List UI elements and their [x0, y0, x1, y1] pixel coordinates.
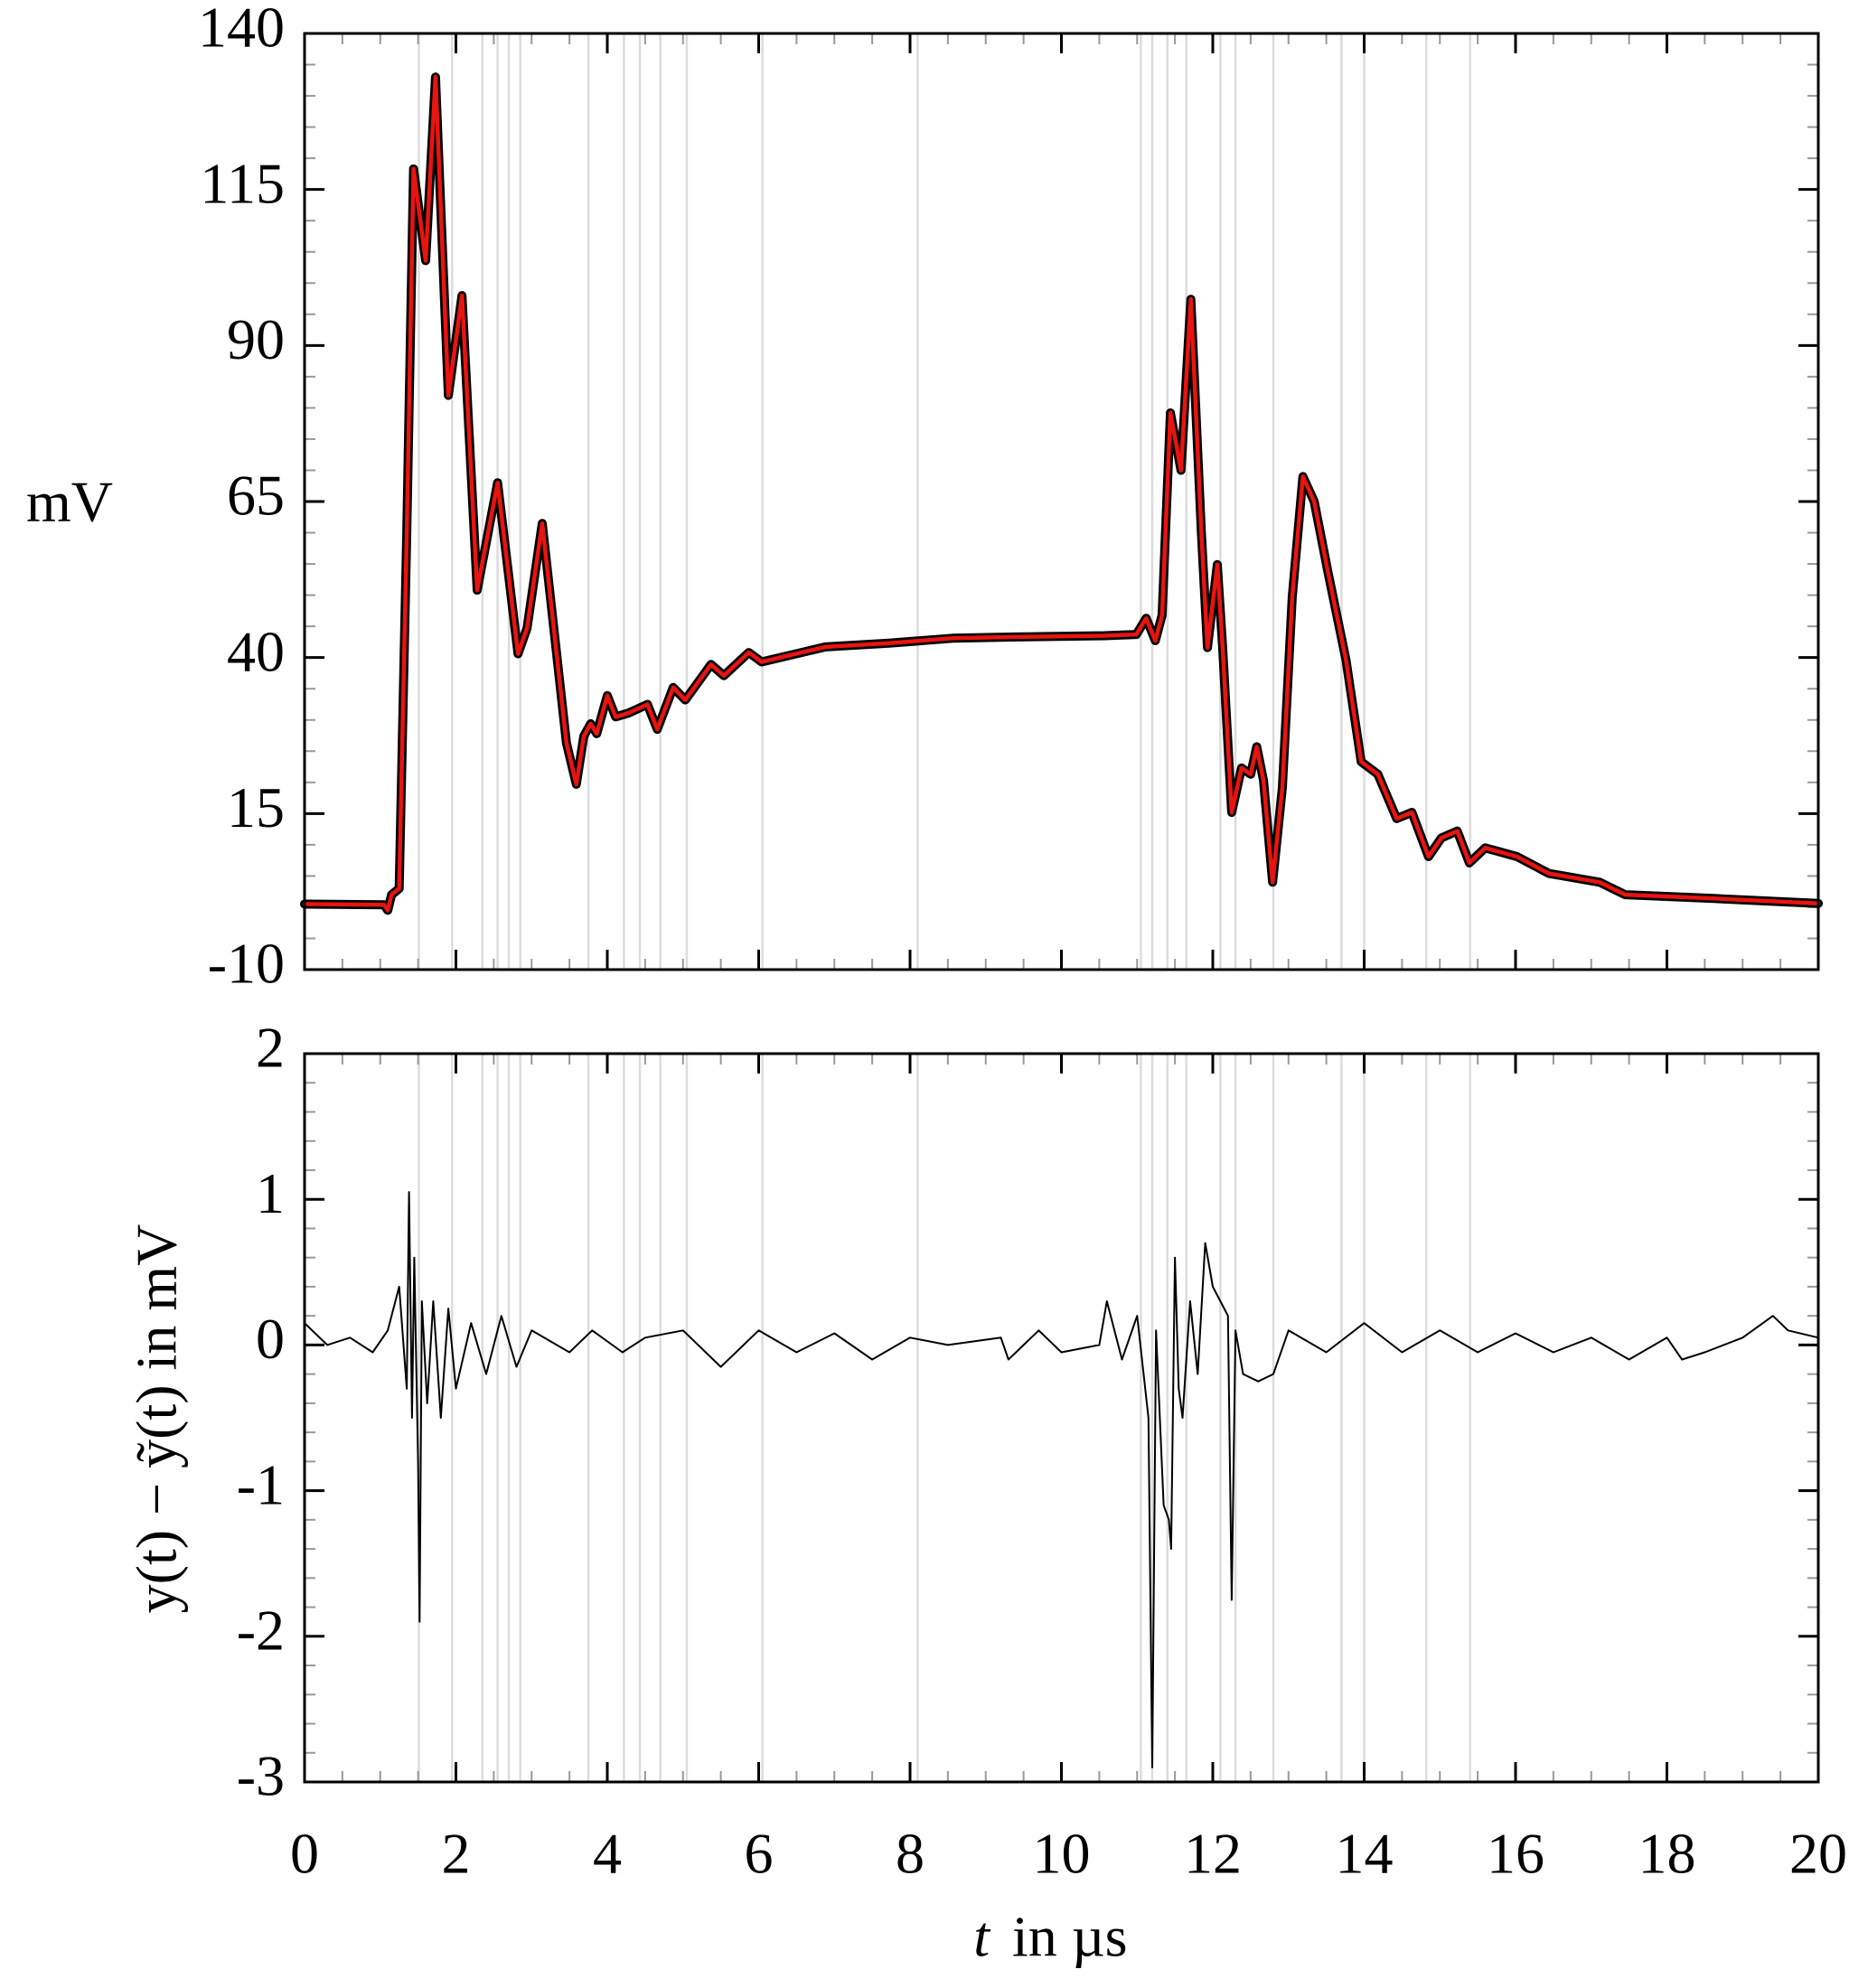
y-tick-label: -10 — [208, 932, 285, 996]
x-tick-label: 8 — [896, 1822, 925, 1886]
x-tick-label: 14 — [1336, 1822, 1394, 1886]
x-tick-label: 0 — [290, 1822, 319, 1886]
y-tick-label: 0 — [256, 1307, 285, 1371]
x-axis-label-variable: t — [973, 1905, 991, 1969]
x-tick-label: 12 — [1184, 1822, 1242, 1886]
x-axis-label-unit: in µs — [1012, 1905, 1128, 1969]
plot-frame — [303, 1052, 1820, 1784]
data-line — [304, 1191, 1819, 1768]
y-axis-label: mV — [26, 470, 113, 534]
y-tick-label: 115 — [200, 151, 285, 215]
x-tick-label: 4 — [593, 1822, 622, 1886]
y-tick-label: 2 — [256, 1016, 285, 1080]
x-tick-label: 6 — [745, 1822, 774, 1886]
y-tick-label: 65 — [227, 464, 285, 528]
y-tick-label: -3 — [237, 1744, 285, 1808]
data-line — [300, 72, 1823, 915]
x-tick-label: 2 — [442, 1822, 471, 1886]
data-line — [302, 75, 1821, 913]
x-tick-label: 10 — [1033, 1822, 1091, 1886]
x-tick-label: 20 — [1789, 1822, 1847, 1886]
plot-frame — [303, 32, 1820, 971]
x-tick-label: 16 — [1487, 1822, 1544, 1886]
y-tick-label: 140 — [198, 0, 285, 60]
y-tick-label: 15 — [227, 775, 285, 839]
y-tick-label: -1 — [237, 1452, 285, 1516]
x-tick-label: 18 — [1638, 1822, 1696, 1886]
y-tick-label: 90 — [227, 307, 285, 371]
y-tick-label: 40 — [227, 619, 285, 683]
y-axis-label: y(t) − ỹ(t) in mV — [125, 1224, 189, 1614]
y-tick-label: -2 — [237, 1598, 285, 1662]
y-tick-label: 1 — [256, 1161, 285, 1225]
